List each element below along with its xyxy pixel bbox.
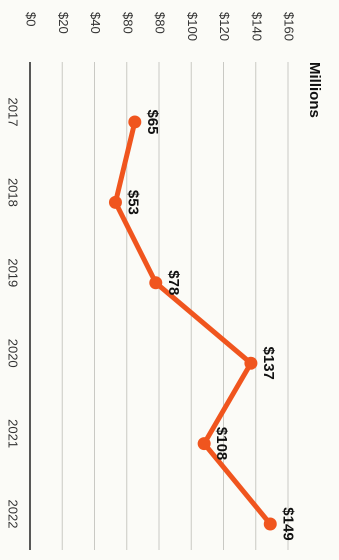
category-tick-label-2022: 2022 bbox=[6, 500, 21, 529]
grid-lines bbox=[61, 62, 289, 550]
data-label-2020: $137 bbox=[260, 347, 277, 380]
unit-label: Millions bbox=[306, 62, 323, 118]
value-tick-label-0: $0 bbox=[24, 12, 39, 26]
value-tick-label-3: $80 bbox=[120, 12, 135, 34]
category-tick-label-2020: 2020 bbox=[6, 339, 21, 368]
category-tick-label-2018: 2018 bbox=[6, 178, 21, 207]
series-line-group bbox=[112, 119, 273, 527]
data-labels: $65 $53 $78 $137 $108 $149 bbox=[124, 109, 296, 540]
value-tick-label-7: $140 bbox=[249, 12, 264, 41]
data-label-2019: $78 bbox=[165, 270, 182, 295]
value-tick-label-8: $160 bbox=[282, 12, 297, 41]
data-point-2022 bbox=[263, 517, 277, 531]
value-tick-label-4: $80 bbox=[153, 12, 168, 34]
value-tick-label-2: $40 bbox=[88, 12, 103, 34]
data-points bbox=[108, 115, 277, 531]
category-tick-label-2019: 2019 bbox=[6, 258, 21, 287]
category-tick-labels: 2017 2018 2019 2020 2021 2022 bbox=[6, 98, 21, 529]
data-point-2017 bbox=[128, 115, 142, 129]
data-point-2020 bbox=[244, 356, 258, 370]
data-label-2022: $149 bbox=[279, 507, 296, 540]
data-point-2018 bbox=[108, 195, 122, 209]
data-label-2017: $65 bbox=[144, 109, 161, 134]
value-tick-label-1: $20 bbox=[56, 12, 71, 34]
data-label-2018: $53 bbox=[124, 190, 141, 215]
data-point-2021 bbox=[197, 437, 211, 451]
category-tick-label-2021: 2021 bbox=[6, 419, 21, 448]
data-point-2019 bbox=[149, 276, 163, 290]
value-tick-label-5: $100 bbox=[185, 12, 200, 41]
value-tick-labels: $0 $20 $40 $80 $80 $100 $120 $140 $160 bbox=[24, 12, 297, 41]
category-tick-label-2017: 2017 bbox=[6, 98, 21, 127]
value-tick-label-6: $120 bbox=[217, 12, 232, 41]
data-label-2021: $108 bbox=[213, 427, 230, 460]
series-line bbox=[112, 119, 273, 527]
